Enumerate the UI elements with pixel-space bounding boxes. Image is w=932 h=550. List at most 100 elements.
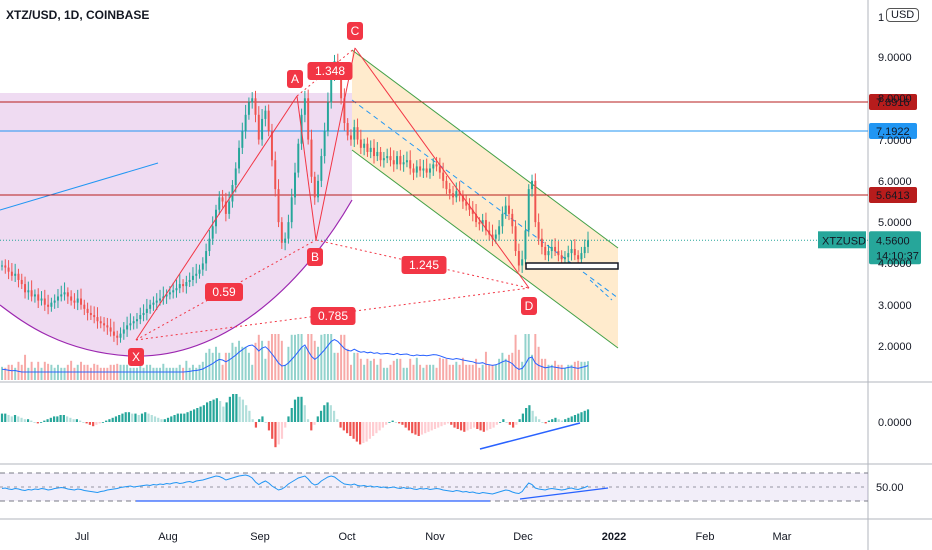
candle-body <box>24 284 27 293</box>
candle-body <box>343 98 346 124</box>
macd-bar <box>26 419 30 422</box>
pattern-leg <box>354 47 530 289</box>
volume-bar <box>185 360 188 380</box>
macd-bar <box>372 422 375 436</box>
volume-bar <box>382 367 385 380</box>
cup-pattern-line <box>0 199 353 357</box>
macd-bar <box>332 410 336 422</box>
macd-bar <box>121 413 124 422</box>
candle-body <box>66 292 69 297</box>
candle-body <box>267 110 270 132</box>
volume-bar <box>478 367 481 380</box>
macd-bar <box>254 422 258 428</box>
candle-body <box>399 156 402 165</box>
macd-bar <box>521 413 524 422</box>
volume-bar <box>399 358 402 380</box>
price-axis-label: 7.0000 <box>878 135 912 147</box>
candle-body <box>484 220 487 231</box>
volume-bar <box>129 367 132 380</box>
volume-bar <box>247 352 250 380</box>
macd-bar <box>290 408 293 422</box>
candle-body <box>274 160 277 190</box>
macd-bar <box>306 419 310 422</box>
volume-bar <box>356 352 359 380</box>
pattern-ratio-tag <box>205 283 243 301</box>
volume-bar <box>244 346 247 380</box>
volume-bar <box>333 352 336 380</box>
candle-body <box>280 222 283 243</box>
macd-bar <box>33 422 36 423</box>
candle-body <box>438 166 441 173</box>
volume-bar <box>392 360 395 380</box>
candle-body <box>40 298 43 301</box>
macd-bar <box>101 422 105 423</box>
candle-body <box>277 189 280 223</box>
time-axis-label: Nov <box>425 531 445 543</box>
candle-body <box>132 321 135 324</box>
candle-body <box>409 160 412 169</box>
candle-body <box>30 290 33 297</box>
candle-body <box>511 213 514 227</box>
macd-bar <box>85 422 88 424</box>
candle-body <box>544 246 547 256</box>
channel-mid-line <box>351 99 619 299</box>
volume-bar <box>241 346 244 380</box>
candle-body <box>4 265 7 268</box>
candle-body <box>63 292 66 295</box>
candle-body <box>185 282 188 287</box>
volume-bar <box>563 367 566 380</box>
candle-body <box>349 135 352 140</box>
candle-body <box>504 205 507 214</box>
macd-bar <box>212 399 215 422</box>
macd-bar <box>235 394 238 422</box>
macd-bar <box>264 422 267 423</box>
volume-bar <box>40 367 43 380</box>
macd-bar <box>261 416 264 422</box>
volume-bar <box>498 358 501 380</box>
candle-body <box>478 222 481 225</box>
macd-bar <box>196 408 199 422</box>
macd-bar <box>534 416 538 422</box>
volume-bar <box>89 367 92 380</box>
pattern-ratio-tag <box>310 307 356 325</box>
candle-body <box>359 139 362 148</box>
currency-button[interactable]: USD <box>886 8 920 22</box>
volume-bar <box>455 361 458 380</box>
macd-bar <box>189 410 192 422</box>
macd-bar <box>147 413 150 422</box>
candle-body <box>481 220 484 225</box>
candle-body <box>366 143 369 152</box>
pattern-ratio-label: 0.59 <box>212 285 236 299</box>
macd-divergence-line <box>479 422 581 450</box>
macd-bar <box>495 422 498 425</box>
macd-bar <box>10 416 13 422</box>
candle-body <box>20 279 23 285</box>
macd-bar <box>427 422 430 432</box>
candle-body <box>119 333 122 338</box>
macd-bar <box>485 422 489 431</box>
macd-bar <box>430 422 433 431</box>
volume-bar <box>195 367 198 380</box>
symbol-tag-text: XTZUSD <box>822 235 866 247</box>
macd-bar <box>326 402 329 422</box>
volume-bar <box>527 334 530 380</box>
macd-bar <box>440 422 443 427</box>
macd-bar <box>313 422 316 425</box>
volume-bar <box>405 367 408 380</box>
pattern-leg <box>315 239 530 289</box>
candle-body <box>135 319 138 322</box>
macd-bar <box>88 422 91 425</box>
volume-bar <box>514 334 517 380</box>
volume-bar <box>504 358 507 380</box>
candle-body <box>583 246 586 254</box>
macd-bar <box>82 422 85 423</box>
macd-bar <box>4 413 7 422</box>
macd-bar <box>567 417 570 422</box>
macd-bar <box>66 416 69 422</box>
pattern-ratio-tag <box>401 256 447 274</box>
macd-bar <box>518 419 521 422</box>
macd-bar <box>72 419 75 422</box>
candle-body <box>458 191 461 196</box>
